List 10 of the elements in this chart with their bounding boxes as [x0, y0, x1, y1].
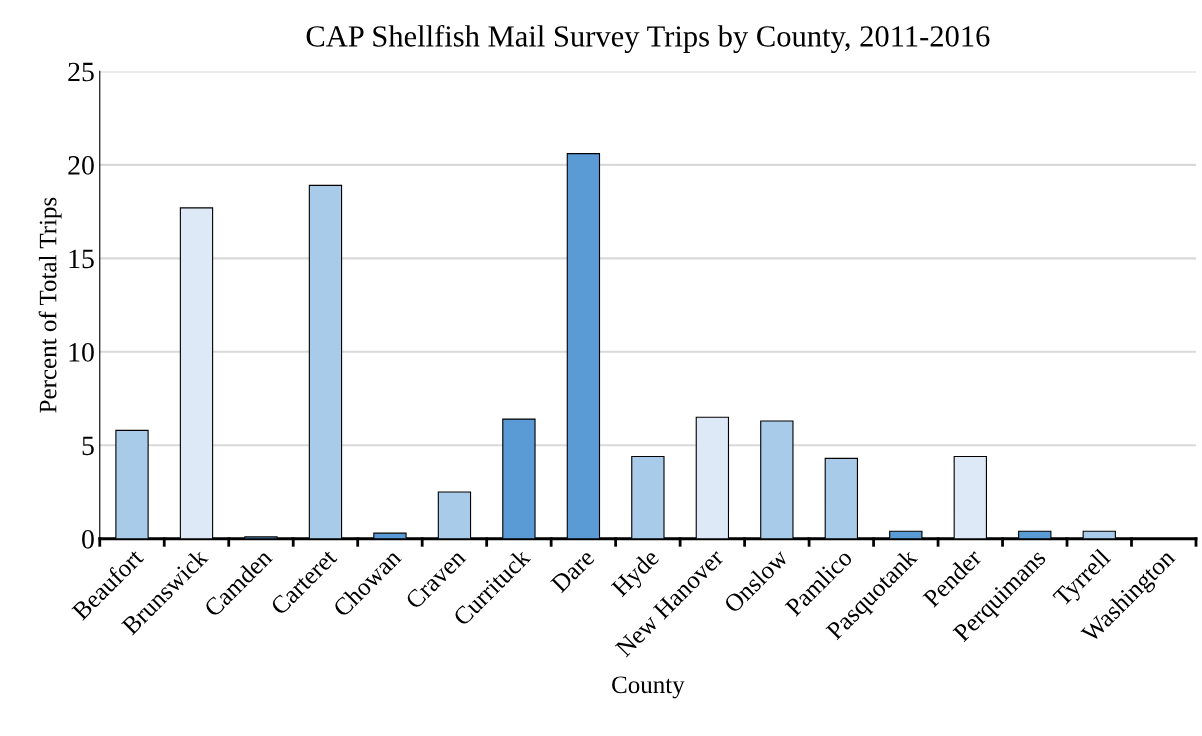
y-axis-title: Percent of Total Trips [38, 197, 62, 413]
x-tick-label: Dare [550, 548, 596, 594]
y-tick-label: 20 [68, 156, 94, 175]
y-tick-label: 25 [68, 62, 94, 82]
y-tick-label: 5 [82, 436, 94, 456]
x-axis-title: County [612, 676, 685, 699]
y-tick-label: 0 [82, 529, 94, 549]
chart-title: CAP Shellfish Mail Survey Trips by County, 2011-2016 [306, 24, 990, 53]
y-tick-label: 15 [69, 249, 94, 269]
y-tick-label: 10 [69, 342, 94, 362]
